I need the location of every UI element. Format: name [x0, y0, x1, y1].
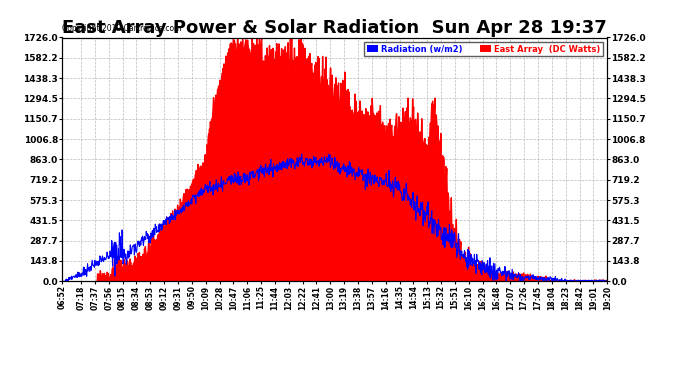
Text: Copyright 2019 Cartronics.com: Copyright 2019 Cartronics.com: [62, 24, 181, 33]
Title: East Array Power & Solar Radiation  Sun Apr 28 19:37: East Array Power & Solar Radiation Sun A…: [62, 20, 607, 38]
Legend: Radiation (w/m2), East Array  (DC Watts): Radiation (w/m2), East Array (DC Watts): [364, 42, 602, 56]
